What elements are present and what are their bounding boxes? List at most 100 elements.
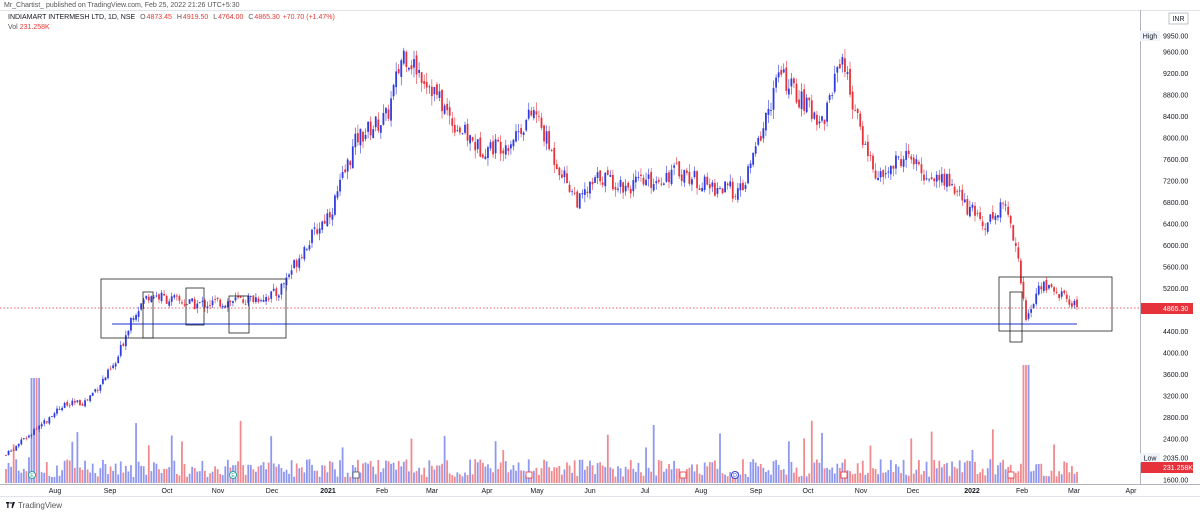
volume-bar [71, 441, 74, 483]
candle [471, 136, 474, 143]
candle-body [905, 150, 908, 160]
earnings-marker-2[interactable] [352, 471, 360, 479]
candle-body [464, 124, 466, 133]
small-box-3[interactable] [228, 295, 250, 334]
earnings-marker-5[interactable] [840, 471, 848, 479]
price-axis[interactable]: 9600.00 9200.00 8800.00 8400.00 8000.00 7600.… [1163, 50, 1188, 485]
candle-body [989, 214, 992, 222]
candle-body [443, 105, 446, 114]
candle-body [201, 300, 204, 302]
volume-bar [428, 460, 431, 483]
candle [583, 182, 586, 203]
dividend-marker[interactable] [28, 471, 36, 479]
volume-bar [525, 474, 528, 483]
volume-bar [573, 460, 576, 483]
volume-bar [958, 460, 961, 483]
candle-body [191, 298, 194, 302]
candle-body [818, 121, 821, 124]
candle [79, 399, 81, 406]
volume-bar [770, 474, 772, 483]
candle-body [854, 110, 857, 112]
candle [114, 361, 117, 370]
volume-bar [543, 459, 545, 483]
candle-body [484, 156, 487, 160]
small-box-2[interactable] [185, 287, 205, 326]
candle-body [930, 177, 933, 180]
volume-bar [915, 469, 918, 483]
volume-bar [905, 474, 908, 483]
candle [958, 185, 961, 197]
candle-body [583, 189, 586, 195]
volume-bar [619, 468, 622, 483]
candle-body [239, 295, 242, 298]
time-axis[interactable]: Aug Sep Oct Nov Dec 2021 Feb Mar Apr May Jun Jul Aug… [49, 488, 1137, 495]
volume-bar [102, 459, 104, 483]
small-box-4[interactable] [1009, 291, 1023, 343]
candle-body [206, 306, 209, 309]
candle [247, 293, 250, 307]
candle [492, 135, 494, 159]
volume-bar [186, 476, 188, 483]
symbol-name: INDIAMART INTERMESH LTD, 1D, NSE [8, 14, 136, 21]
candle [877, 171, 879, 181]
candle-body [446, 103, 449, 111]
candle-body [425, 81, 428, 88]
consolidation-box-2022[interactable] [998, 276, 1113, 332]
candle [617, 182, 619, 193]
volume-bar [79, 467, 81, 483]
candle-body [543, 125, 545, 142]
candle [249, 295, 252, 302]
candle-body [436, 84, 438, 95]
volume-bar [5, 469, 7, 483]
volume-bar [823, 468, 826, 483]
candle [586, 186, 589, 198]
candle-body [188, 299, 191, 304]
close-key: C [248, 14, 254, 21]
volume-bar [181, 441, 183, 483]
footer-brand[interactable]: TradingView [6, 501, 62, 510]
volume-bar [497, 469, 500, 483]
price-tick-label: 9600.00 [1163, 50, 1188, 57]
volume-bar [701, 474, 704, 483]
volume-bar [538, 474, 540, 483]
candle [997, 215, 999, 221]
candle [214, 295, 216, 304]
volume-bar [838, 468, 841, 483]
candle-body [428, 86, 431, 88]
candle [170, 292, 173, 306]
volume-bar [306, 459, 308, 483]
candle-body [650, 172, 653, 188]
candle-body [308, 245, 311, 250]
candle-body [497, 139, 500, 142]
earnings-marker-1[interactable] [229, 471, 237, 479]
candle [512, 138, 515, 151]
earnings-marker-4[interactable] [679, 471, 687, 479]
candle-body [175, 295, 178, 297]
volume-bar [683, 474, 686, 483]
dividend-marker-2[interactable] [731, 471, 739, 479]
publisher-header: Mr_Chartist_ published on TradingView.co… [4, 2, 240, 9]
candle [196, 299, 199, 314]
candle-body [831, 95, 834, 96]
consolidation-box-2020[interactable] [100, 278, 287, 339]
candle [614, 182, 617, 197]
candle [68, 403, 71, 409]
candle [1065, 290, 1068, 303]
candle [711, 179, 714, 193]
earnings-marker-3[interactable] [525, 471, 533, 479]
candle-body [530, 110, 533, 116]
candle-body [132, 318, 135, 320]
candle [86, 398, 89, 402]
earnings-marker-6[interactable] [1007, 471, 1015, 479]
volume-bar [413, 472, 415, 483]
volume-bar [907, 475, 910, 483]
small-box-1[interactable] [142, 291, 154, 339]
candle [923, 169, 925, 185]
volume-bar [599, 462, 602, 483]
candle-body [805, 97, 808, 113]
volume-bar [793, 472, 795, 483]
candle [448, 100, 451, 125]
candle-body [61, 407, 63, 411]
candle-body [357, 133, 359, 143]
